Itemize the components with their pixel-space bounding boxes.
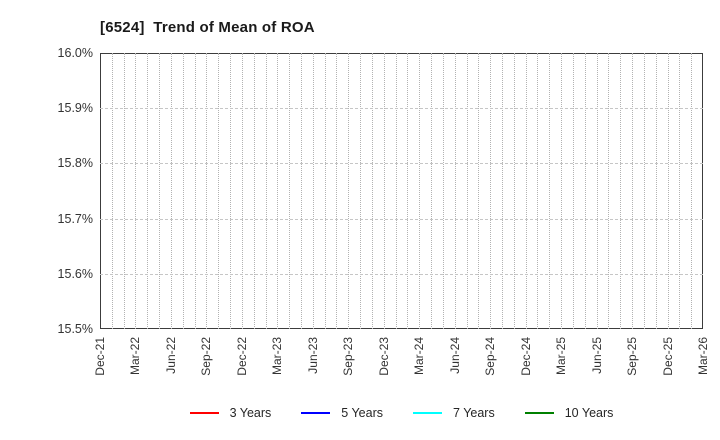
gridline-vertical: [111, 53, 113, 329]
gridline-vertical: [691, 53, 693, 329]
gridline-vertical: [667, 53, 669, 329]
gridline-vertical: [502, 53, 503, 329]
legend-label: 10 Years: [564, 406, 614, 420]
x-tick-label: Sep-22: [199, 337, 214, 376]
legend-label: 3 Years: [229, 406, 272, 420]
plot-area: [100, 53, 703, 329]
x-tick-label: Sep-25: [625, 337, 640, 376]
plot-frame: [100, 53, 703, 329]
gridline-vertical: [383, 53, 385, 329]
gridline-vertical: [170, 53, 172, 329]
legend-item-5-years: 5 Years: [301, 406, 383, 420]
legend-line-swatch-10-years: [524, 412, 554, 414]
y-tick-label: 15.9%: [57, 101, 93, 116]
legend-item-10-years: 10 Years: [524, 406, 614, 420]
gridline-vertical: [194, 53, 196, 329]
x-tick-label: Jun-23: [305, 337, 320, 374]
gridline-vertical: [419, 53, 421, 329]
x-tick-label: Jun-22: [163, 337, 178, 374]
gridline-vertical: [241, 53, 243, 329]
gridline-vertical: [679, 53, 681, 329]
x-tick-label: Dec-24: [518, 337, 533, 376]
legend: 3 Years 5 Years 7 Years 10 Years: [100, 404, 703, 422]
gridline-vertical: [431, 53, 433, 329]
gridline-vertical: [312, 53, 314, 329]
y-tick-label: 16.0%: [57, 46, 93, 60]
gridline-vertical: [218, 53, 220, 329]
gridline-vertical: [301, 53, 302, 329]
gridline-horizontal: [100, 163, 703, 165]
x-tick-label: Dec-23: [376, 337, 391, 376]
gridline-vertical: [360, 53, 362, 329]
x-tick-label: Mar-26: [696, 337, 710, 376]
gridline-vertical: [159, 53, 161, 329]
gridline-vertical: [289, 53, 291, 329]
gridline-vertical: [643, 53, 645, 329]
y-tick-label: 15.7%: [57, 211, 93, 226]
gridline-vertical: [454, 53, 456, 329]
gridline-vertical: [513, 53, 515, 329]
gridline-vertical: [147, 53, 149, 329]
gridline-vertical: [632, 53, 634, 329]
x-tick-label: Dec-21: [93, 337, 107, 376]
gridline-vertical: [549, 53, 551, 329]
legend-line-swatch-3-years: [189, 412, 219, 414]
legend-label: 5 Years: [341, 406, 384, 420]
gridline-vertical: [584, 53, 586, 329]
y-tick-label: 15.6%: [57, 266, 93, 281]
x-tick-label: Mar-25: [554, 337, 569, 376]
gridline-vertical: [123, 53, 125, 329]
x-tick-label: Jun-24: [447, 337, 462, 374]
gridline-vertical: [230, 53, 232, 329]
gridline-horizontal: [100, 273, 703, 275]
gridline-vertical: [442, 53, 444, 329]
chart-title: [6524] Trend of Mean of ROA: [100, 19, 315, 36]
gridline-vertical: [572, 53, 574, 329]
gridline-vertical: [277, 53, 279, 329]
gridline-vertical: [336, 53, 338, 329]
x-tick-label: Dec-22: [234, 337, 249, 376]
gridline-vertical: [135, 53, 137, 329]
x-tick-label: Sep-23: [341, 337, 356, 376]
legend-item-7-years: 7 Years: [413, 406, 495, 420]
x-tick-label: Mar-23: [270, 337, 285, 376]
gridline-vertical: [608, 53, 610, 329]
legend-label: 7 Years: [453, 406, 495, 420]
y-tick-label: 15.5%: [57, 322, 93, 336]
gridline-vertical: [620, 53, 622, 329]
gridline-vertical: [265, 53, 267, 329]
gridline-vertical: [537, 53, 539, 329]
y-tick-label: 15.8%: [57, 156, 93, 171]
gridline-vertical: [561, 53, 563, 329]
x-tick-label: Sep-24: [483, 337, 498, 376]
gridline-vertical: [206, 53, 208, 329]
x-tick-label: Dec-25: [660, 337, 675, 376]
legend-item-3-years: 3 Years: [189, 406, 272, 420]
x-tick-label: Mar-24: [412, 337, 427, 376]
gridline-horizontal: [100, 218, 703, 220]
gridline-vertical: [525, 53, 527, 329]
gridline-vertical: [253, 53, 255, 329]
gridline-vertical: [490, 53, 492, 329]
gridline-vertical: [395, 53, 397, 329]
gridline-vertical: [478, 53, 480, 329]
gridline-vertical: [182, 53, 184, 329]
gridline-vertical: [348, 53, 350, 329]
gridline-vertical: [324, 53, 326, 329]
legend-line-swatch-5-years: [301, 412, 331, 414]
x-tick-label: Mar-22: [128, 337, 143, 376]
gridline-vertical: [596, 53, 598, 329]
gridline-vertical: [371, 53, 373, 329]
gridline-vertical: [655, 53, 657, 329]
gridline-vertical: [466, 53, 468, 329]
legend-line-swatch-7-years: [413, 412, 443, 414]
gridline-vertical: [407, 53, 409, 329]
x-tick-label: Jun-25: [589, 337, 604, 374]
gridline-horizontal: [100, 108, 703, 110]
